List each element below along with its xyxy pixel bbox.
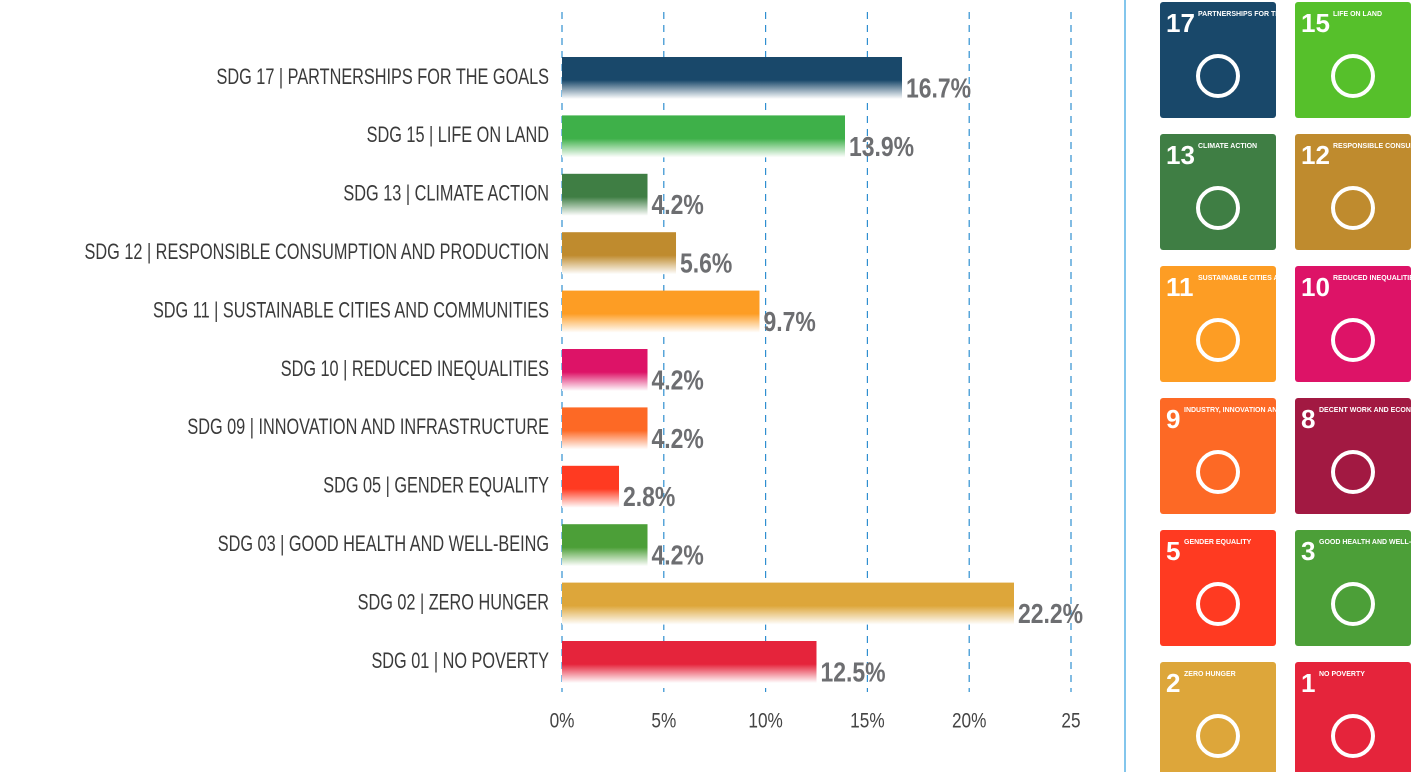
bar [562, 290, 760, 333]
sdg-tile [1295, 398, 1411, 514]
value-label: 16.7% [906, 73, 971, 104]
sdg-tile-icon [1196, 318, 1240, 362]
sdg-tile-number: 15 [1301, 8, 1330, 38]
sdg-tile-label: ZERO HUNGER [1184, 671, 1236, 678]
category-label: SDG 12 | RESPONSIBLE CONSUMPTION AND PRO… [85, 240, 549, 265]
sdg-tile [1160, 266, 1276, 382]
sdg-tile-icon [1196, 186, 1240, 230]
x-tick-label: 20% [952, 710, 986, 733]
x-tick-label: 25 [1061, 710, 1080, 733]
value-label: 4.2% [652, 190, 705, 221]
sdg-tile-icon [1196, 54, 1240, 98]
category-label: SDG 01 | NO POVERTY [371, 648, 549, 673]
sdg-tile-label: REDUCED INEQUALITIES [1333, 275, 1416, 282]
x-tick-label: 0% [550, 710, 575, 733]
sdg-tile-label: GENDER EQUALITY [1184, 539, 1252, 546]
sdg-tile-number: 13 [1166, 140, 1195, 170]
sdg-tile-icon [1196, 582, 1240, 626]
sdg-tile-label: DECENT WORK AND ECONOMIC GROWTH [1319, 407, 1416, 414]
sdg-tile [1160, 398, 1276, 514]
category-label: SDG 09 | INNOVATION AND INFRASTRUCTURE [187, 415, 549, 440]
category-label: SDG 11 | SUSTAINABLE CITIES AND COMMUNIT… [153, 298, 549, 323]
sdg-tile-number: 17 [1166, 8, 1195, 38]
bar [562, 232, 677, 275]
value-label: 5.6% [680, 249, 733, 280]
category-label: SDG 03 | GOOD HEALTH AND WELL-BEING [218, 532, 549, 557]
category-label: SDG 17 | PARTNERSHIPS FOR THE GOALS [217, 64, 550, 89]
sdg-tile-number: 5 [1166, 536, 1180, 566]
value-label: 22.2% [1018, 599, 1083, 630]
bar [562, 465, 620, 508]
sdg-tile [1295, 2, 1411, 118]
bar [562, 407, 648, 450]
sdg-tile-number: 10 [1301, 272, 1330, 302]
category-label: SDG 13 | CLIMATE ACTION [343, 181, 549, 206]
category-label: SDG 05 | GENDER EQUALITY [323, 473, 549, 498]
sdg-tile-number: 9 [1166, 404, 1180, 434]
sdg-tile-label: SUSTAINABLE CITIES AND COMMUNITIES [1198, 275, 1341, 282]
value-label: 13.9% [849, 132, 914, 163]
bar [562, 582, 1014, 625]
sdg-tile-number: 8 [1301, 404, 1315, 434]
value-label: 4.2% [652, 541, 705, 572]
sdg-tile-number: 12 [1301, 140, 1330, 170]
value-label: 4.2% [652, 424, 705, 455]
value-label: 9.7% [763, 307, 816, 338]
sdg-tile [1295, 266, 1411, 382]
sdg-tile-icon [1196, 450, 1240, 494]
value-label: 2.8% [623, 482, 676, 513]
bar [562, 349, 648, 391]
value-label: 12.5% [821, 657, 886, 688]
sdg-tile-number: 3 [1301, 536, 1315, 566]
x-tick-label: 10% [748, 710, 782, 733]
category-label: SDG 10 | REDUCED INEQUALITIES [281, 356, 549, 381]
sdg-tile-label: CLIMATE ACTION [1198, 143, 1257, 150]
sdg-tile [1295, 530, 1411, 646]
sdg-tile-icon [1331, 714, 1375, 758]
sdg-tile-label: RESPONSIBLE CONSUMPTION AND PRODUCTION [1333, 143, 1416, 150]
category-label: SDG 02 | ZERO HUNGER [358, 590, 549, 615]
sdg-tile-icon [1196, 714, 1240, 758]
bar [562, 57, 903, 99]
sdg-tile-number: 1 [1301, 668, 1315, 698]
sdg-tile [1160, 530, 1276, 646]
x-tick-label: 15% [850, 710, 884, 733]
bar [562, 173, 648, 216]
sdg-tile-number: 11 [1166, 272, 1194, 302]
sdg-tile-number: 2 [1166, 668, 1180, 698]
bar [562, 524, 648, 567]
sdg-tile [1160, 134, 1276, 250]
value-label: 4.2% [652, 365, 705, 396]
sdg-tile-label: NO POVERTY [1319, 671, 1365, 678]
sdg-tile-icon [1331, 450, 1375, 494]
sdg-tile-label: PARTNERSHIPS FOR THE GOALS [1198, 11, 1312, 18]
sdg-tile [1295, 134, 1411, 250]
x-tick-label: 5% [651, 710, 676, 733]
category-label: SDG 15 | LIFE ON LAND [367, 123, 549, 148]
sdg-tile-icon [1331, 54, 1375, 98]
sdg-tile-label: LIFE ON LAND [1333, 11, 1382, 18]
sdg-tile-icon [1331, 582, 1375, 626]
bar [562, 115, 846, 158]
sdg-tile-label: INDUSTRY, INNOVATION AND INFRASTRUCTURE [1184, 407, 1349, 414]
sdg-tile-icon [1331, 318, 1375, 362]
sdg-tile [1160, 2, 1276, 118]
sdg-tile-icon [1331, 186, 1375, 230]
sdg-tile-label: GOOD HEALTH AND WELL-BEING [1319, 539, 1416, 546]
bar [562, 641, 817, 683]
